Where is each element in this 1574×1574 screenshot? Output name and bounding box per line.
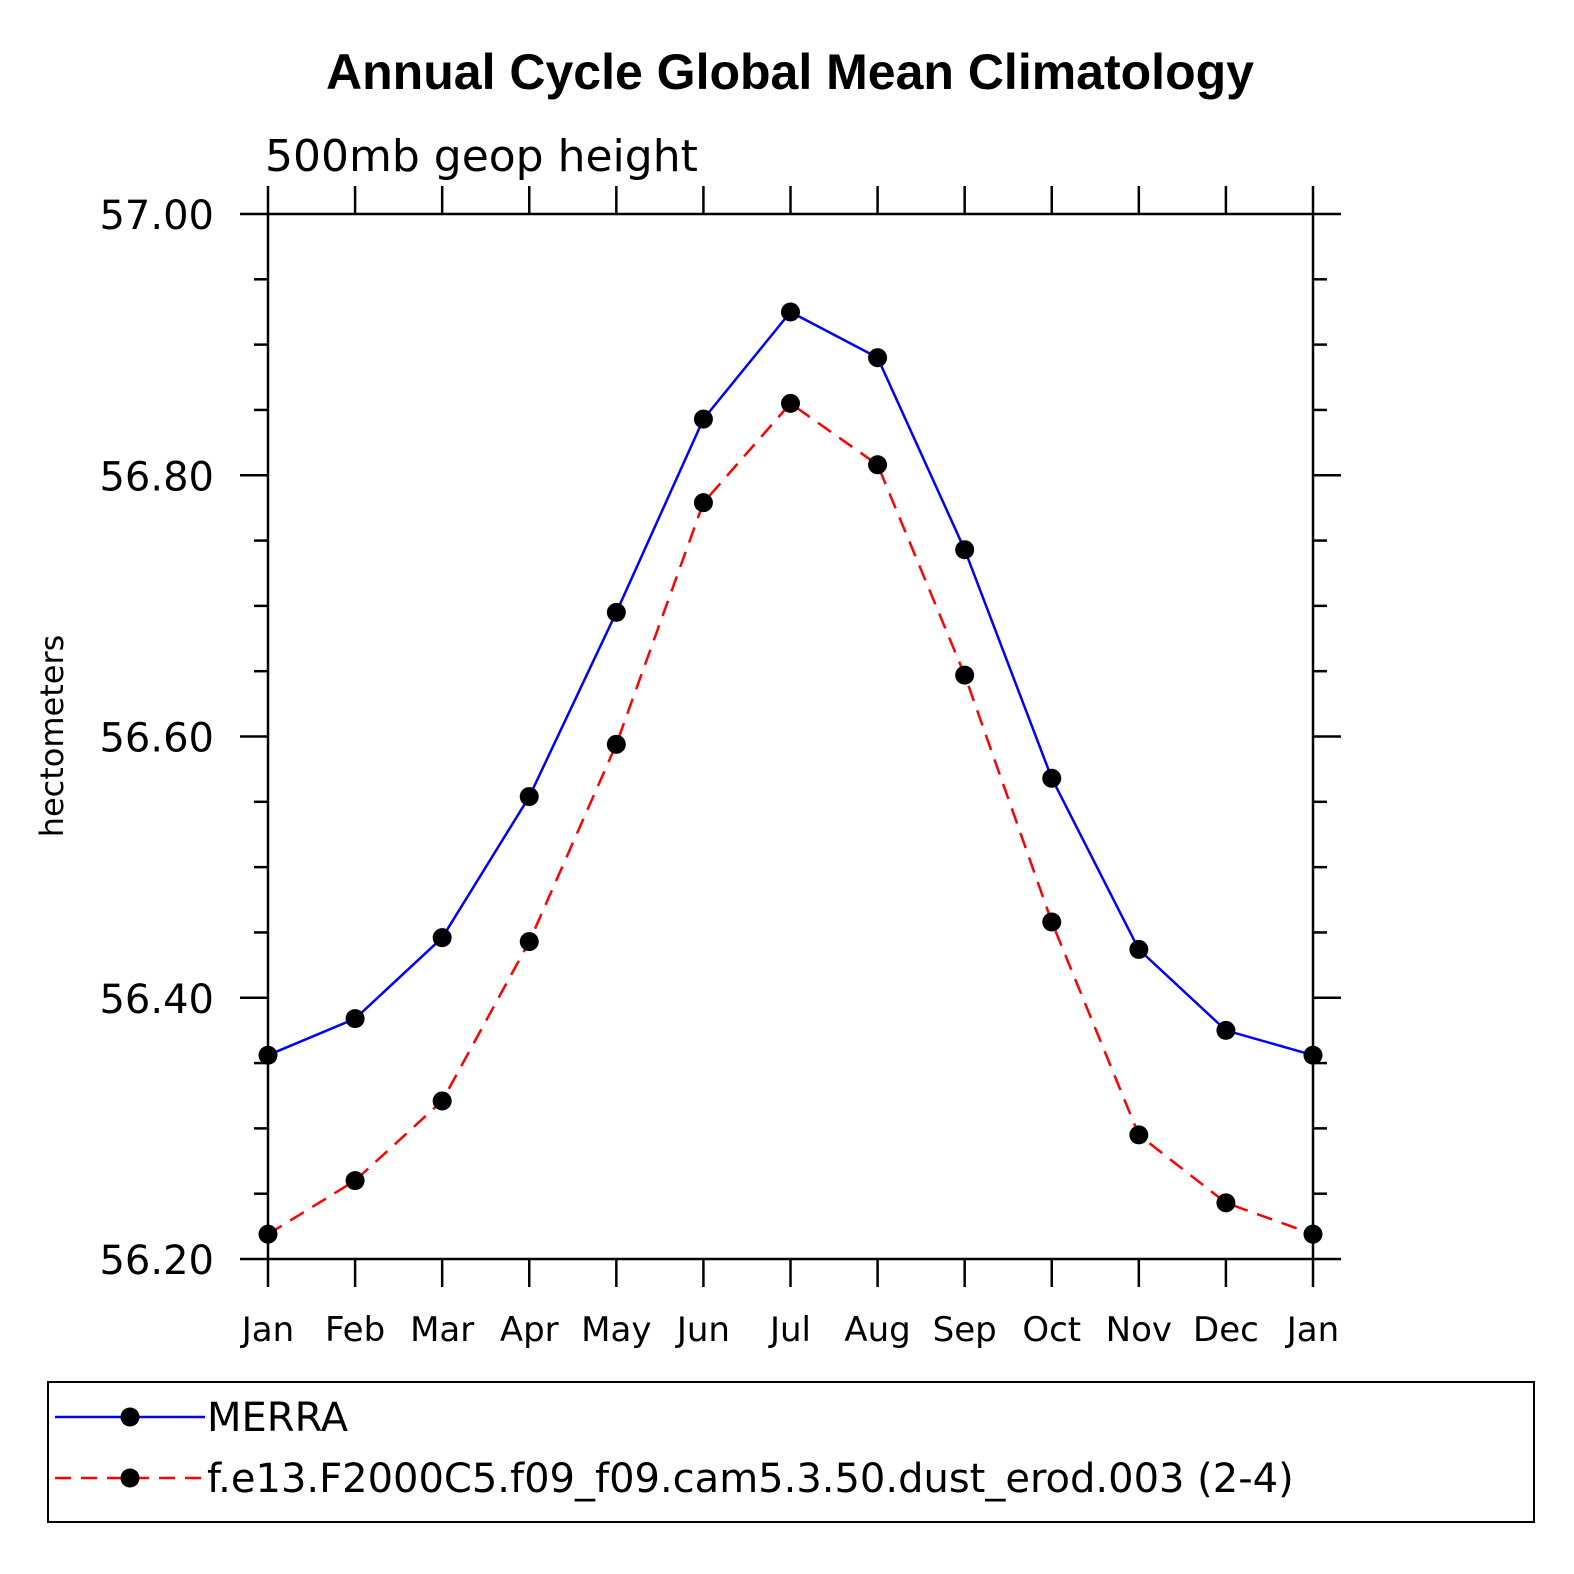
data-point bbox=[345, 1171, 365, 1191]
data-point bbox=[606, 602, 626, 622]
legend-label: f.e13.F2000C5.f09_f09.cam5.3.50.dust_ero… bbox=[207, 1456, 1294, 1502]
data-point bbox=[955, 665, 975, 685]
data-point bbox=[693, 493, 713, 513]
data-point bbox=[345, 1009, 365, 1029]
x-tick-label: Apr bbox=[500, 1310, 559, 1350]
x-tick-label: May bbox=[581, 1310, 651, 1350]
data-point bbox=[1129, 1125, 1149, 1145]
data-point bbox=[1042, 912, 1062, 932]
legend: MERRA f.e13.F2000C5.f09_f09.cam5.3.50.dus… bbox=[47, 1381, 1535, 1523]
data-point bbox=[519, 932, 539, 952]
data-point bbox=[1129, 939, 1149, 959]
data-point bbox=[258, 1045, 278, 1065]
data-point bbox=[606, 734, 626, 754]
y-tick-label: 56.60 bbox=[99, 716, 214, 762]
data-point bbox=[781, 302, 800, 322]
data-point bbox=[781, 393, 800, 413]
series-line-merra bbox=[267, 310, 1314, 1057]
data-point bbox=[432, 1091, 452, 1111]
legend-box bbox=[47, 1381, 1535, 1523]
x-tick-label: Mar bbox=[410, 1310, 474, 1350]
data-point bbox=[258, 1224, 278, 1244]
data-point bbox=[519, 787, 539, 807]
chart-subtitle: 500mb geop height bbox=[265, 131, 698, 182]
y-axis-label: hectometers bbox=[33, 635, 71, 838]
x-tick-label: Jul bbox=[768, 1310, 811, 1350]
data-point bbox=[1303, 1045, 1323, 1065]
chart-title: Annual Cycle Global Mean Climatology bbox=[326, 44, 1254, 100]
x-tick-label: Jan bbox=[1285, 1310, 1339, 1350]
x-tick-label: Sep bbox=[933, 1310, 997, 1350]
data-point bbox=[432, 928, 452, 948]
y-tick-label: 56.40 bbox=[99, 977, 214, 1023]
y-tick-label: 56.20 bbox=[99, 1238, 214, 1284]
data-point bbox=[868, 348, 888, 368]
legend-label: MERRA bbox=[207, 1395, 349, 1441]
x-tick-label: Jun bbox=[675, 1310, 730, 1350]
x-tick-label: Aug bbox=[844, 1310, 910, 1350]
y-tick-label: 56.80 bbox=[99, 454, 214, 500]
data-point bbox=[1303, 1224, 1323, 1244]
legend-marker bbox=[120, 1468, 140, 1488]
data-point bbox=[1216, 1193, 1236, 1213]
plot-frame bbox=[266, 212, 1315, 1261]
y-tick-label: 57.00 bbox=[99, 193, 214, 239]
x-tick-label: Feb bbox=[325, 1310, 385, 1350]
data-point bbox=[868, 455, 888, 475]
legend-marker bbox=[120, 1407, 140, 1427]
series-line-model bbox=[267, 401, 1314, 1236]
data-point bbox=[955, 540, 975, 560]
x-tick-label: Oct bbox=[1022, 1310, 1081, 1350]
x-tick-label: Dec bbox=[1193, 1310, 1259, 1350]
data-point bbox=[1216, 1020, 1236, 1040]
data-point bbox=[693, 409, 713, 429]
x-tick-label: Jan bbox=[240, 1310, 294, 1350]
data-point bbox=[1042, 768, 1062, 788]
x-tick-label: Nov bbox=[1106, 1310, 1172, 1350]
